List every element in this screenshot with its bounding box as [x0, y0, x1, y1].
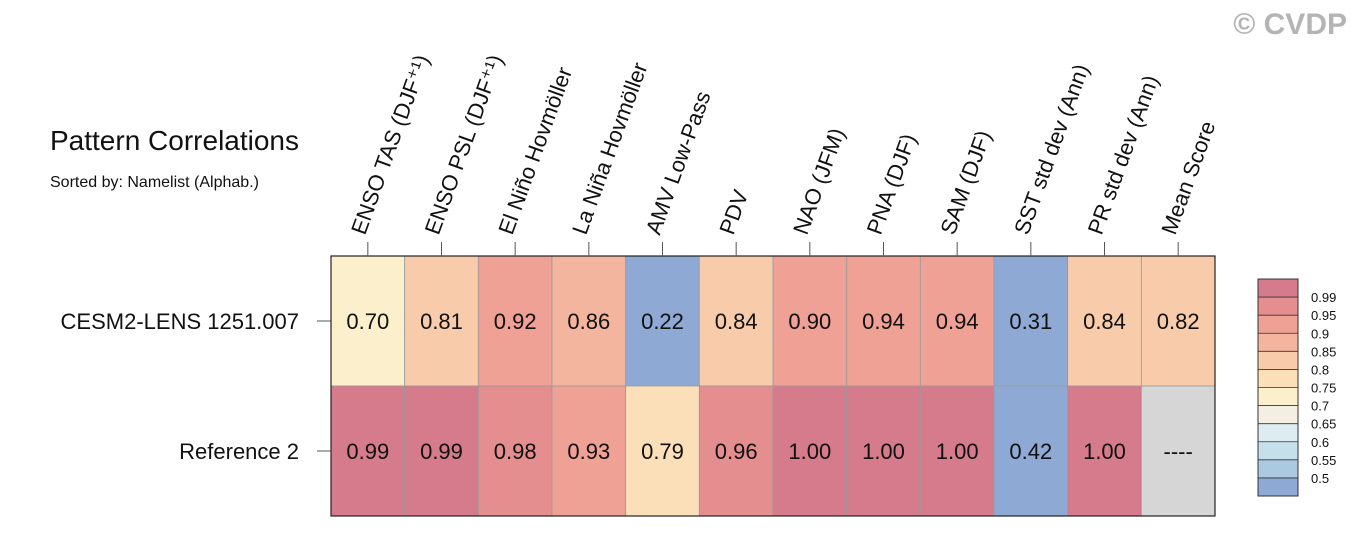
column-label: El Niño Hovmöller — [493, 64, 577, 238]
column-label: ENSO TAS (DJF⁺¹) — [346, 51, 434, 237]
cell-value-label: 0.86 — [567, 309, 610, 334]
column-label: PDV — [714, 186, 753, 237]
cell-value-label: 0.22 — [641, 309, 684, 334]
cell-value-label: 0.98 — [494, 439, 537, 464]
cell-value-label: ---- — [1164, 439, 1193, 464]
colorbar-label: 0.65 — [1311, 417, 1336, 432]
colorbar-swatch — [1258, 333, 1298, 352]
column-label: NAO (JFM) — [788, 125, 850, 238]
column-label: Mean Score — [1156, 118, 1220, 238]
colorbar-label: 0.5 — [1311, 471, 1329, 486]
colorbar-label: 0.9 — [1311, 326, 1329, 341]
colorbar-swatch — [1258, 459, 1298, 478]
column-label: La Niña Hovmöller — [567, 59, 652, 238]
heatmap-cell — [477, 255, 553, 387]
colorbar-label: 0.75 — [1311, 381, 1336, 396]
heatmap-cell — [551, 385, 627, 517]
colorbar-label: 0.95 — [1311, 308, 1336, 323]
heatmap-cell — [404, 385, 479, 517]
cell-value-label: 0.94 — [862, 309, 905, 334]
heatmap-cell — [1140, 255, 1216, 387]
colorbar-swatch — [1258, 441, 1298, 460]
heatmap-frame — [330, 255, 1216, 517]
cell-value-label: 0.93 — [567, 439, 610, 464]
cell-value-label: 0.84 — [715, 309, 758, 334]
cell-value-label: 0.84 — [1083, 309, 1126, 334]
cell-value-label: 0.90 — [788, 309, 831, 334]
heatmap-cell — [919, 385, 995, 517]
chart-subtitle: Sorted by: Namelist (Alphab.) — [50, 174, 259, 191]
colorbar-swatch — [1258, 423, 1298, 442]
cell-value-label: 0.99 — [346, 439, 389, 464]
colorbar-label: 0.8 — [1311, 362, 1329, 377]
colorbar-label: 0.99 — [1311, 290, 1336, 305]
heatmap-cell — [1067, 385, 1142, 517]
cell-value-label: 0.42 — [1009, 439, 1052, 464]
cell-value-label: 0.99 — [420, 439, 463, 464]
heatmap-cell — [1067, 255, 1142, 387]
column-label: AMV Low-Pass — [641, 88, 716, 238]
heatmap-cell — [846, 255, 921, 387]
colorbar-swatch — [1258, 315, 1298, 334]
cell-value-label: 1.00 — [862, 439, 905, 464]
column-label: PNA (DJF) — [862, 130, 921, 237]
heatmap-cell — [625, 385, 700, 517]
heatmap-cell — [698, 255, 774, 387]
cell-value-label: 0.82 — [1157, 309, 1200, 334]
chart-title: Pattern Correlations — [50, 125, 300, 156]
column-label: ENSO PSL (DJF⁺¹) — [420, 51, 508, 237]
colorbar-frame — [1257, 278, 1299, 497]
colorbar-label: 0.7 — [1311, 399, 1329, 414]
colorbar-label: 0.85 — [1311, 344, 1336, 359]
cvdp-watermark: © CVDP — [1233, 8, 1347, 41]
heatmap-cell — [477, 385, 553, 517]
colorbar-swatch — [1258, 351, 1298, 370]
heatmap-cell — [698, 385, 774, 517]
row-label: CESM2-LENS 1251.007 — [61, 309, 299, 334]
row-label: Reference 2 — [179, 439, 299, 464]
column-label: SST std dev (Ann) — [1009, 61, 1094, 238]
cell-value-label: 0.96 — [715, 439, 758, 464]
cell-value-label: 0.94 — [936, 309, 979, 334]
colorbar-swatch — [1258, 387, 1298, 406]
column-label: PR std dev (Ann) — [1083, 72, 1164, 238]
heatmap-cell — [330, 385, 406, 517]
cell-value-label: 0.31 — [1009, 309, 1052, 334]
colorbar-label: 0.6 — [1311, 435, 1329, 450]
colorbar-label: 0.55 — [1311, 453, 1336, 468]
colorbar-swatch — [1258, 369, 1298, 388]
cell-value-label: 1.00 — [1083, 439, 1126, 464]
cell-value-label: 0.79 — [641, 439, 684, 464]
heatmap-cell — [919, 255, 995, 387]
column-label: SAM (DJF) — [935, 127, 996, 238]
colorbar-swatch — [1258, 297, 1298, 316]
cell-value-label: 1.00 — [936, 439, 979, 464]
colorbar-swatch — [1258, 279, 1298, 298]
cell-value-label: 1.00 — [788, 439, 831, 464]
heatmap-cell — [404, 255, 479, 387]
cell-value-label: 0.70 — [346, 309, 389, 334]
heatmap-cell — [846, 385, 921, 517]
colorbar-swatch — [1258, 405, 1298, 424]
colorbar-swatch — [1258, 477, 1298, 496]
heatmap-cell — [772, 385, 848, 517]
cell-value-label: 0.81 — [420, 309, 463, 334]
cell-value-label: 0.92 — [494, 309, 537, 334]
